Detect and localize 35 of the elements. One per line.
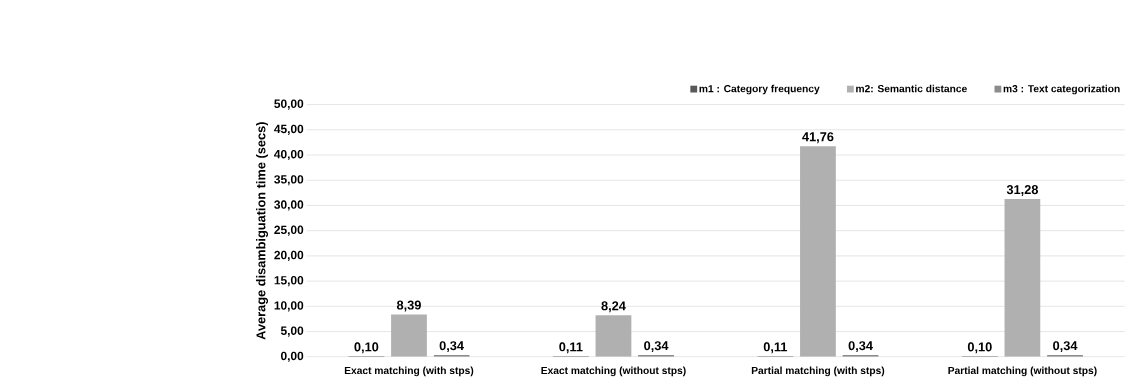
y-tick-label: 50,00 [274, 99, 304, 110]
legend-label: m3 : Text categorization [1003, 84, 1120, 95]
x-tick-label: Exact matching (without stps) [541, 366, 686, 377]
y-tick-label: 15,00 [274, 275, 304, 287]
data-label: 8,39 [396, 300, 421, 312]
y-tick-label: 35,00 [274, 175, 304, 186]
data-label: 0,11 [763, 342, 788, 354]
data-label: 0,34 [644, 341, 669, 353]
data-label: 0,11 [559, 342, 583, 354]
legend-label: m1 : Category frequency [699, 84, 820, 95]
y-tick-label: 45,00 [274, 124, 304, 135]
bar [595, 315, 632, 357]
data-label: 0,34 [848, 341, 873, 353]
data-label: 0,34 [439, 341, 464, 353]
y-tick-label: 20,00 [274, 250, 304, 261]
data-label: 0,34 [1053, 341, 1078, 353]
bar [1004, 198, 1041, 357]
bar [391, 314, 427, 357]
x-tick-label: Exact matching (with stps) [344, 366, 474, 377]
y-tick-label: 30,00 [274, 200, 304, 211]
bar [800, 146, 836, 357]
y-tick-label: 0,00 [280, 351, 304, 362]
data-label: 31,28 [1006, 185, 1039, 196]
y-axis-title: Average disambiguation time (secs) [256, 122, 269, 340]
y-tick-label: 25,00 [274, 225, 304, 236]
x-tick-label: Partial matching (with stps) [751, 366, 885, 377]
x-tick-label: Partial matching (without stps) [948, 366, 1097, 377]
data-label: 41,76 [802, 132, 834, 144]
y-tick-label: 5,00 [280, 326, 304, 337]
y-tick-label: 40,00 [274, 149, 304, 161]
y-tick-label: 10,00 [274, 301, 304, 312]
data-label: 8,24 [601, 301, 626, 313]
data-label: 0,10 [354, 342, 379, 354]
data-label: 0,10 [967, 342, 992, 354]
legend-label: m2: Semantic distance [856, 84, 967, 93]
